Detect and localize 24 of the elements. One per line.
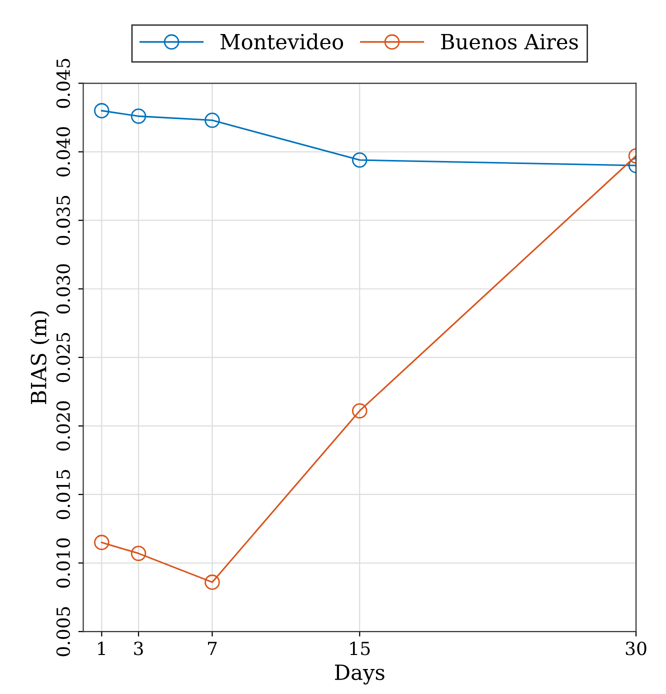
x-tick-label: 3: [134, 642, 143, 656]
y-tick-label: 0.015: [56, 470, 70, 520]
legend-label: Montevideo: [220, 33, 344, 50]
y-tick-label: 0.025: [56, 332, 70, 382]
x-tick-label: 1: [98, 642, 105, 655]
y-tick-label: 0.030: [56, 264, 70, 314]
point: [94, 534, 110, 550]
x-tick-label: 7: [208, 642, 217, 655]
x-tick-label: 15: [350, 642, 370, 656]
y-tick-label: 0.020: [56, 401, 70, 451]
point: [204, 112, 220, 128]
y-tick-label: 0.040: [56, 127, 70, 176]
y-tick-label: 0.010: [56, 538, 70, 588]
point: [204, 574, 220, 590]
y-tick-label: 0.045: [56, 58, 70, 108]
x-tick-label: 30: [626, 642, 646, 656]
y-tick-label: 0.005: [56, 607, 70, 656]
y-tick-label: 0.035: [56, 196, 70, 245]
point: [94, 103, 110, 118]
y-axis-title: BIAS (m): [30, 311, 50, 404]
point: [130, 108, 146, 124]
point: [130, 546, 146, 562]
legend-label: Buenos Aires: [441, 34, 578, 50]
x-axis-title: Days: [334, 664, 384, 684]
